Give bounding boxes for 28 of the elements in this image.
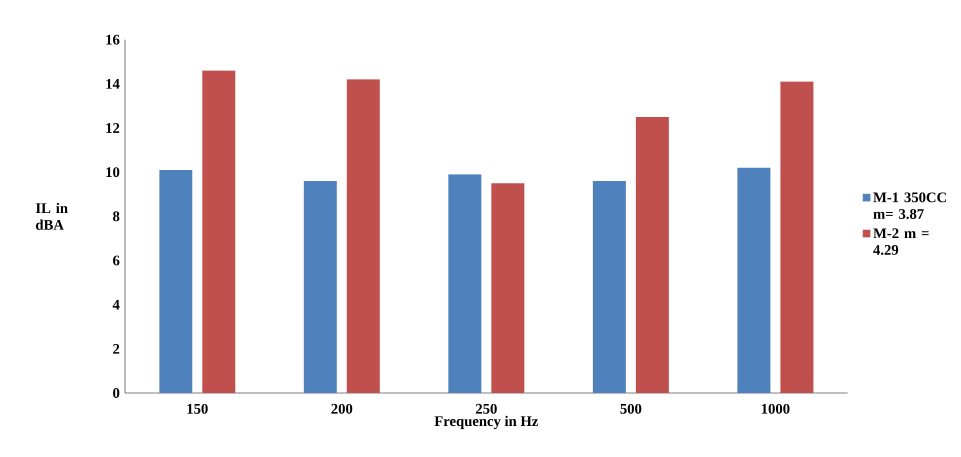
y-tick-label: 10 bbox=[106, 167, 120, 178]
bar bbox=[780, 82, 814, 393]
bar bbox=[592, 180, 626, 393]
x-tick-label: 1000 bbox=[762, 404, 790, 414]
x-tick-label: 200 bbox=[331, 404, 352, 414]
y-tick-label: 12 bbox=[106, 123, 120, 133]
y-tick-label: 0 bbox=[113, 388, 120, 398]
x-tick-label: 250 bbox=[476, 404, 497, 414]
x-tick-label: 500 bbox=[620, 404, 642, 414]
bar bbox=[491, 183, 524, 393]
x-axis-title: Frequency in Hz bbox=[434, 416, 538, 430]
y-tick-label: 8 bbox=[113, 211, 120, 222]
y-tick-label: 14 bbox=[106, 78, 120, 89]
y-tick-label: 2 bbox=[113, 344, 120, 354]
y-tick-label: 6 bbox=[113, 256, 120, 266]
y-axis-title: IL in dBA bbox=[36, 202, 68, 230]
bar bbox=[737, 168, 770, 393]
y-tick-label: 16 bbox=[106, 34, 120, 45]
bar bbox=[304, 180, 337, 393]
legend-label: M-1 350CC m= 3.87 bbox=[873, 192, 946, 220]
bar bbox=[346, 79, 380, 393]
y-tick-label: 4 bbox=[112, 300, 120, 310]
bar bbox=[159, 170, 192, 393]
bar bbox=[448, 174, 482, 393]
bar bbox=[202, 70, 236, 393]
bar bbox=[636, 116, 669, 393]
x-tick-label: 150 bbox=[187, 404, 208, 414]
legend-label: M-2 m = 4.29 bbox=[873, 228, 929, 255]
